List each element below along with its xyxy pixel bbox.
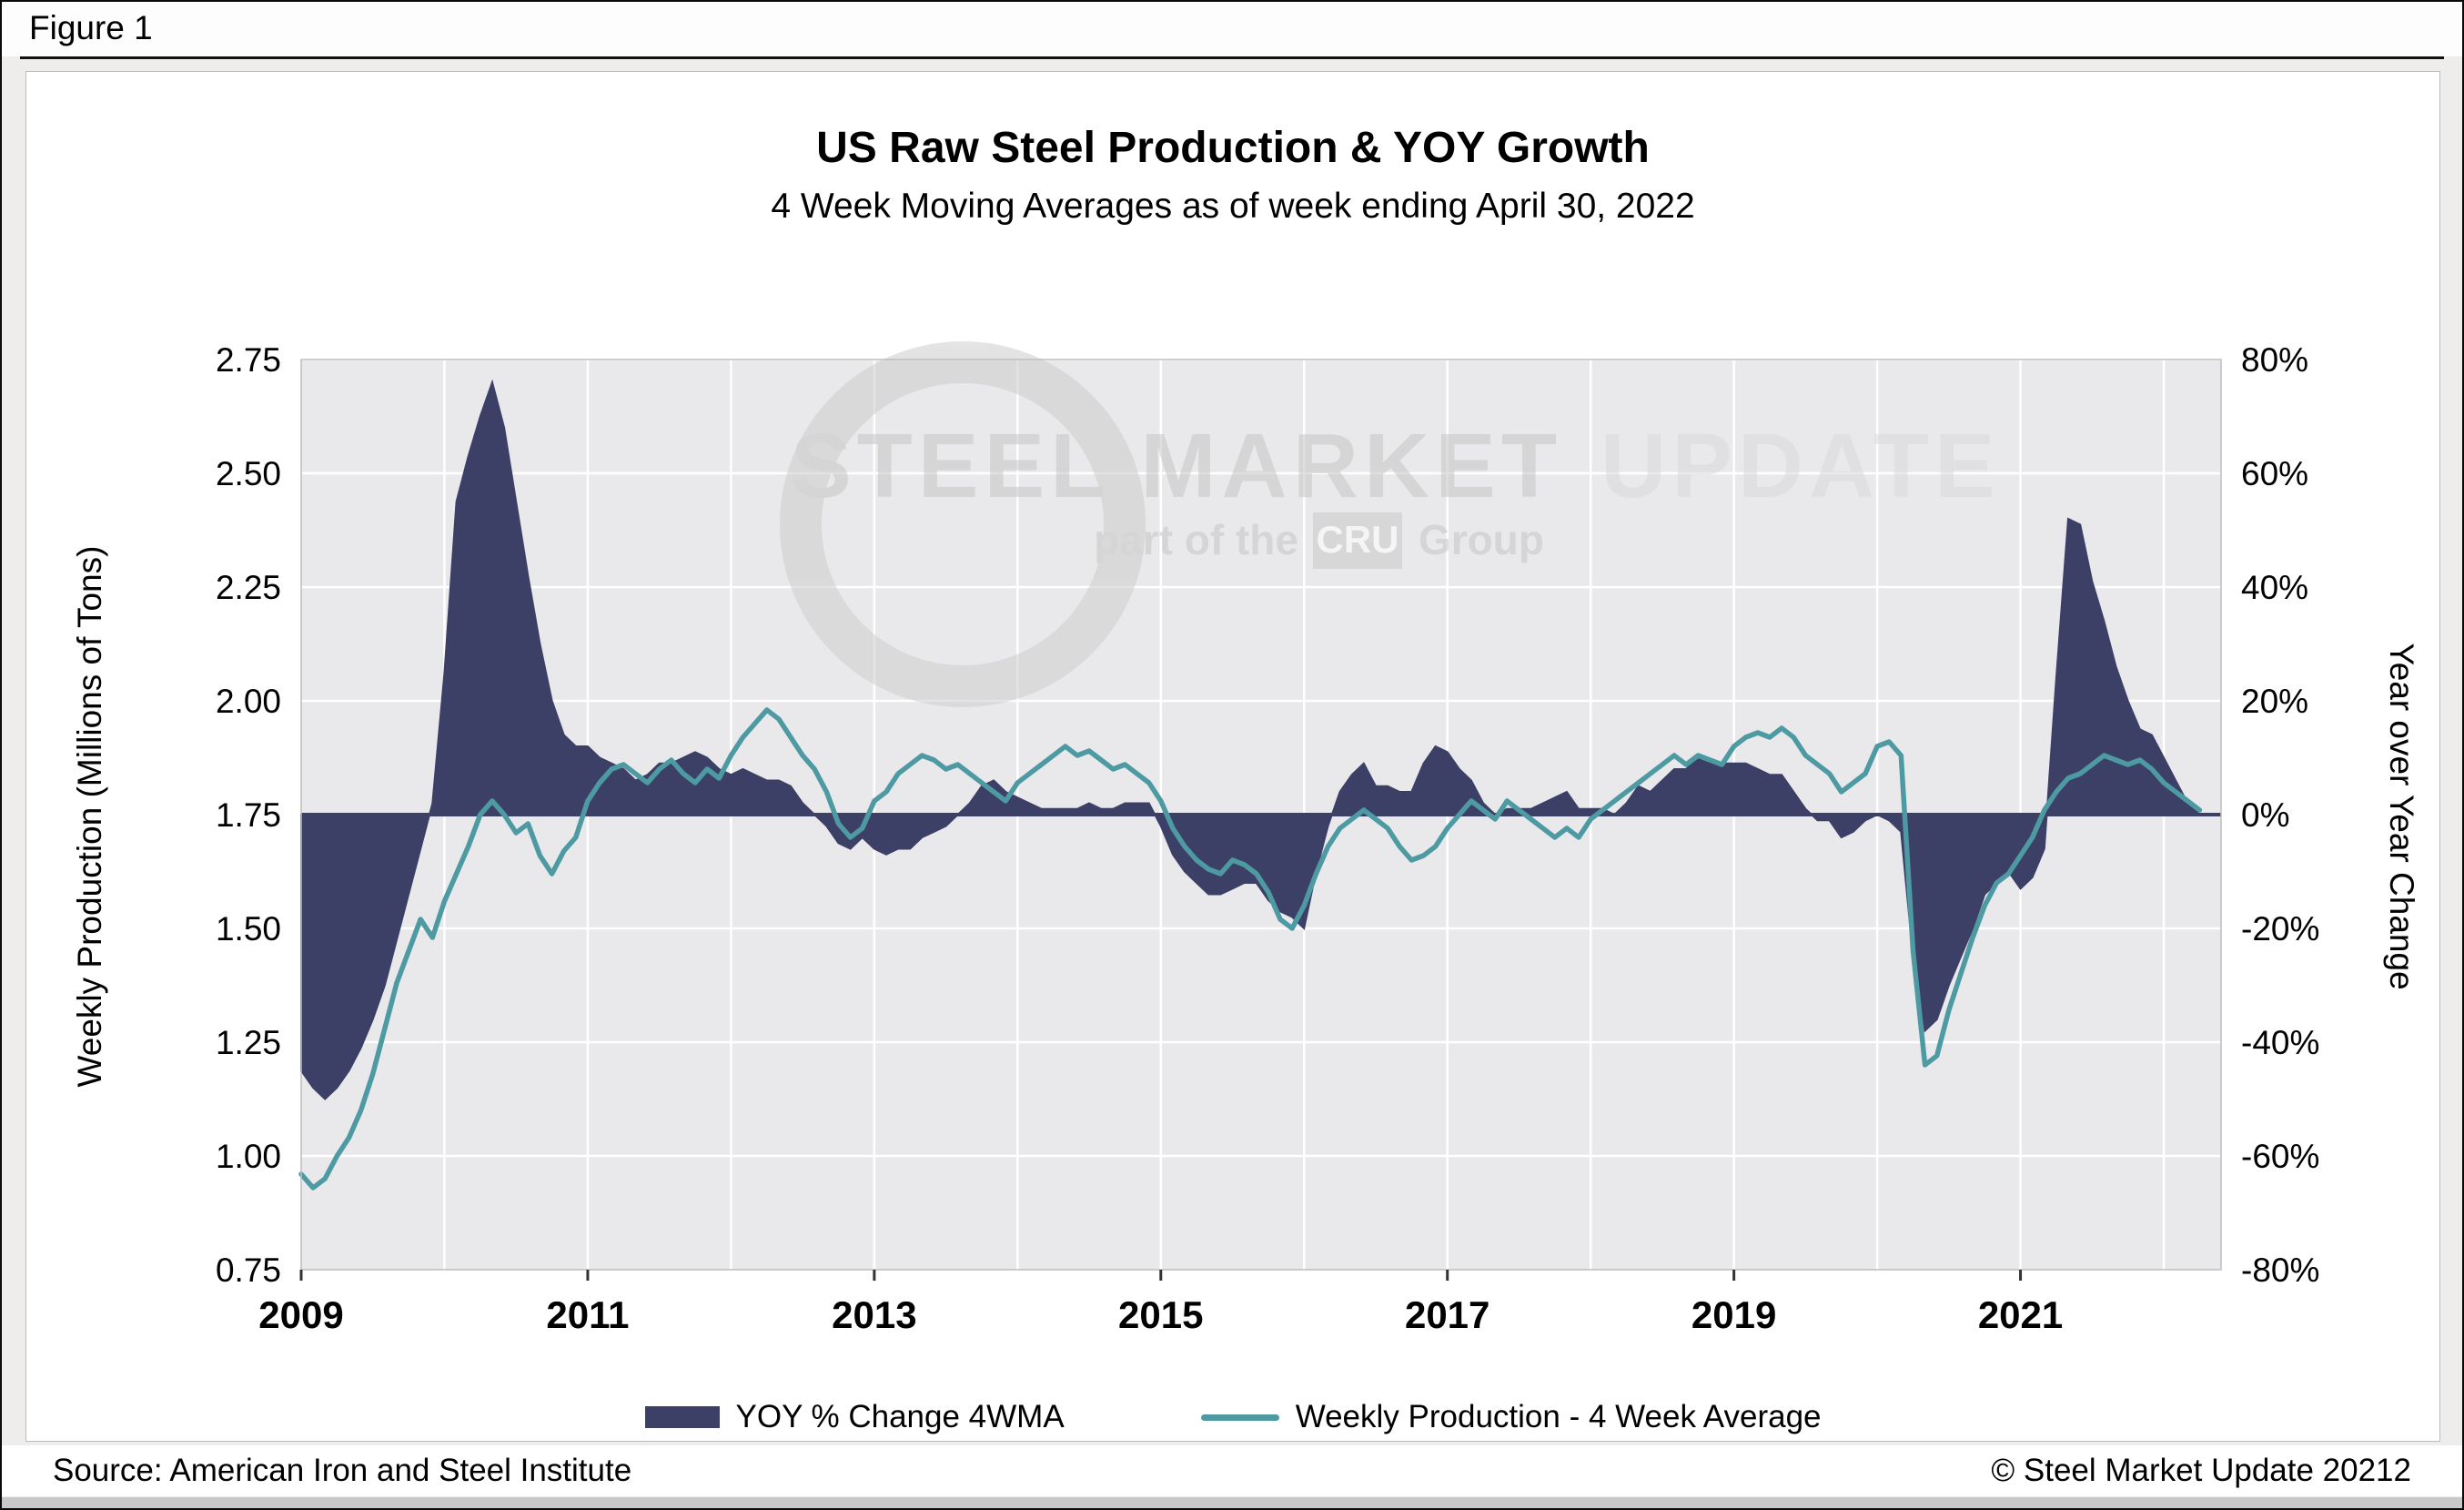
right-axis-tick-label: 40% xyxy=(2241,569,2308,606)
legend-label-yoy: YOY % Change 4WMA xyxy=(735,1399,1065,1434)
right-axis-tick-label: -60% xyxy=(2241,1138,2319,1175)
yoy-area-series xyxy=(300,379,2202,1100)
chart-plot: STEEL MARKET UPDATE part of the CRU Group 2.7… xyxy=(216,341,2319,1336)
copyright-text: © Steel Market Update 20212 xyxy=(1991,1453,2411,1488)
x-axis-tick-label: 2019 xyxy=(1691,1293,1776,1336)
legend-swatch-yoy xyxy=(644,1406,720,1428)
chart-legend: YOY % Change 4WMA Weekly Production - 4 … xyxy=(26,1399,2439,1435)
x-axis-tick-label: 2011 xyxy=(546,1293,629,1336)
right-axis-tick-label: 80% xyxy=(2241,341,2308,379)
left-axis-tick-label: 2.00 xyxy=(216,683,281,720)
bottom-band xyxy=(2,1497,2462,1508)
right-axis-tick-label: -80% xyxy=(2241,1252,2319,1289)
left-axis-tick-label: 2.75 xyxy=(216,341,281,379)
right-axis-tick-label: 20% xyxy=(2241,683,2308,720)
left-axis-tick-label: 2.50 xyxy=(216,455,281,492)
left-axis-tick-label: 1.75 xyxy=(216,796,281,834)
right-axis-tick-label: -40% xyxy=(2241,1024,2319,1061)
watermark-cru-text: CRU xyxy=(1317,518,1399,561)
figure-header: Figure 1 xyxy=(2,2,2462,56)
legend-item-yoy: YOY % Change 4WMA xyxy=(644,1399,1065,1435)
legend-swatch-production xyxy=(1200,1414,1279,1421)
watermark-logo-ring xyxy=(780,341,1146,707)
header-rule xyxy=(20,56,2444,59)
watermark-cru-box xyxy=(1313,512,1402,569)
legend-label-production: Weekly Production - 4 Week Average xyxy=(1295,1399,1822,1434)
x-axis-tick-label: 2021 xyxy=(1978,1293,2063,1336)
x-axis-tick-label: 2009 xyxy=(258,1293,343,1336)
production-line-series xyxy=(298,707,2203,1191)
legend-item-production: Weekly Production - 4 Week Average xyxy=(1200,1399,1822,1435)
right-axis-tick-label: 0% xyxy=(2241,796,2289,834)
left-axis-tick-label: 2.25 xyxy=(216,569,281,606)
x-axis-tick-label: 2015 xyxy=(1118,1293,1203,1336)
right-axis-tick-label: -20% xyxy=(2241,910,2319,948)
left-axis-tick-label: 1.25 xyxy=(216,1024,281,1061)
watermark-tagline-prefix: part of the xyxy=(1094,516,1298,563)
chart-panel: US Raw Steel Production & YOY Growth 4 W… xyxy=(25,71,2440,1442)
plot-border xyxy=(300,359,2222,1271)
watermark: STEEL MARKET UPDATE part of the CRU Group xyxy=(780,341,2001,707)
footer-bar: Source: American Iron and Steel Institut… xyxy=(2,1445,2462,1496)
right-axis-tick-label: 60% xyxy=(2241,455,2308,492)
source-text: Source: American Iron and Steel Institut… xyxy=(53,1453,632,1488)
x-axis-tick-label: 2017 xyxy=(1405,1293,1490,1336)
watermark-brand-right: UPDATE xyxy=(1601,415,2001,517)
left-axis-tick-label: 1.50 xyxy=(216,910,281,948)
left-axis-tick-label: 1.00 xyxy=(216,1138,281,1175)
chart-title: US Raw Steel Production & YOY Growth xyxy=(816,124,1650,172)
x-axis-tick-label: 2013 xyxy=(832,1293,916,1336)
watermark-brand-left: STEEL MARKET xyxy=(791,415,1562,517)
figure-label: Figure 1 xyxy=(29,9,153,46)
watermark-tagline-suffix: Group xyxy=(1419,516,1544,563)
chart-subtitle: 4 Week Moving Averages as of week ending… xyxy=(771,187,1695,226)
left-axis-tick-label: 0.75 xyxy=(216,1252,281,1289)
